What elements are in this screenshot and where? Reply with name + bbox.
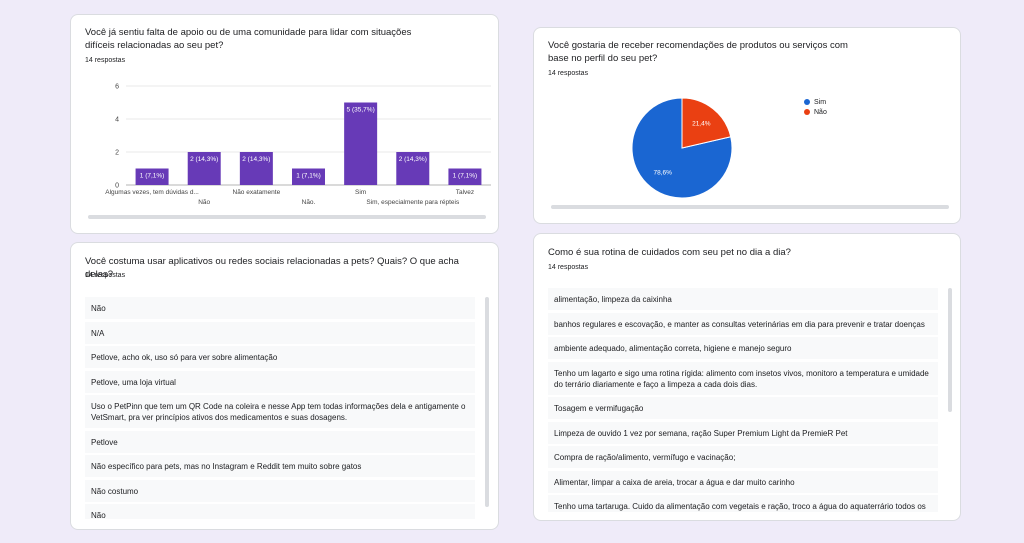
response-item: Petlove, uma loja virtual [85,370,475,393]
legend-label: Sim [814,98,827,106]
vertical-scrollbar[interactable] [485,297,489,507]
question-title: Você gostaria de receber recomendações d… [548,40,848,64]
x-category-label: Não. [302,199,316,206]
chart-legend: Sim Não [804,97,827,117]
bar-data-label: 2 (14,3%) [190,156,218,163]
legend-dot-nao [804,109,810,115]
response-item: Petlove [85,430,475,453]
y-tick-label: 4 [115,117,119,124]
responses-list: alimentação, limpeza da caixinha banhos r… [548,288,940,512]
response-count: 14 respostas [85,57,126,64]
pie-chart: 78,6% 21,4% [631,97,733,199]
response-item: Não específico para pets, mas no Instagr… [85,455,475,477]
bar-data-label: 1 (7,1%) [140,173,165,180]
response-item: banhos regulares e escovação, e manter a… [548,312,938,335]
bar [448,168,482,185]
vertical-scrollbar[interactable] [948,288,952,412]
response-count: 14 respostas [548,264,589,271]
x-category-label: Não [198,199,210,206]
response-item: N/A [85,321,475,344]
response-item: Uso o PetPinn que tem um QR Code na cole… [85,395,475,428]
legend-label: Não [814,108,827,116]
question-card-apps: Você costuma usar aplicativos ou redes s… [70,242,499,530]
x-category-label: Não exatamente [233,189,281,196]
bar [292,168,325,185]
bar [239,152,273,185]
response-item: Compra de ração/alimento, vermífugo e va… [548,446,938,468]
response-item: Não [85,297,475,319]
pie-slice [631,97,733,199]
question-title: Você já sentiu falta de apoio ou de uma … [85,27,412,51]
pie-data-label: 78,6% [653,169,672,176]
response-item: Não [85,504,475,519]
question-title: Como é sua rotina de cuidados com seu pe… [548,247,791,258]
bar [187,152,221,185]
legend-dot-sim [804,99,810,105]
x-category-label: Sim, especialmente para répteis [366,199,460,206]
bar-data-label: 1 (7,1%) [296,173,321,180]
x-category-label: Algumas vezes, tem dúvidas d... [105,189,199,196]
pie-slice [681,97,732,149]
x-category-label: Talvez [456,189,474,196]
y-tick-label: 6 [115,84,119,91]
y-tick-label: 0 [115,183,119,190]
responses-list: Não N/A Petlove, acho ok, uso só para ver … [85,297,477,519]
response-item: alimentação, limpeza da caixinha [548,288,938,310]
question-card-routine: Como é sua rotina de cuidados com seu pe… [533,233,961,521]
response-item: Tenho uma tartaruga. Cuido da alimentaçã… [548,495,938,512]
response-item: Tosagem e vermifugação [548,397,938,419]
question-card-recommendations: Você gostaria de receber recomendações d… [533,27,961,224]
response-count: 14 respostas [85,272,126,279]
response-item: ambiente adequado, alimentação correta, … [548,337,938,359]
bar-data-label: 1 (7,1%) [453,173,478,180]
response-count: 14 respostas [548,70,589,77]
y-tick-label: 2 [115,150,119,157]
x-category-label: Sim [355,189,366,196]
response-item: Alimentar, limpar a caixa de areia, troc… [548,470,938,493]
question-card-support: Você já sentiu falta de apoio ou de uma … [70,14,499,234]
bar-chart: 0 2 4 6 1 (7,1%) Algumas vezes, tem dúvidas d… [105,84,491,206]
horizontal-scrollbar[interactable] [551,205,949,209]
bar-data-label: 5 (35,7%) [347,107,375,114]
question-title: Você costuma usar aplicativos ou redes s… [85,256,459,280]
response-item: Petlove, acho ok, uso só para ver sobre … [85,346,475,368]
bar-data-label: 2 (14,3%) [399,156,427,163]
response-item: Não costumo [85,479,475,502]
bar-data-label: 2 (14,3%) [242,156,270,163]
bar [344,102,378,185]
pie-data-label: 21,4% [692,121,711,128]
response-item: Tenho um lagarto e sigo uma rotina rígid… [548,361,938,395]
bar [396,152,430,185]
bar [135,168,169,185]
legend-item-nao: Não [804,107,827,117]
horizontal-scrollbar[interactable] [88,215,486,219]
legend-item-sim: Sim [804,97,827,107]
response-item: Limpeza de ouvido 1 vez por semana, raçã… [548,421,938,444]
